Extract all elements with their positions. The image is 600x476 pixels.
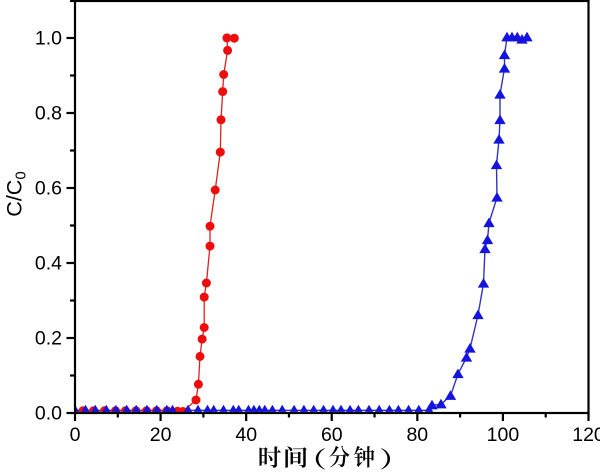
svg-text:0.8: 0.8: [35, 103, 62, 125]
svg-text:0.0: 0.0: [35, 403, 62, 425]
svg-text:0.2: 0.2: [35, 328, 62, 350]
svg-text:20: 20: [150, 424, 172, 446]
svg-text:0.6: 0.6: [35, 178, 62, 200]
svg-text:80: 80: [406, 424, 428, 446]
svg-text:120: 120: [572, 424, 600, 446]
svg-text:0.4: 0.4: [35, 253, 62, 275]
svg-text:1.0: 1.0: [35, 28, 62, 50]
svg-text:0: 0: [70, 424, 81, 446]
svg-text:100: 100: [487, 424, 520, 446]
svg-text:60: 60: [321, 424, 343, 446]
svg-text:40: 40: [235, 424, 257, 446]
